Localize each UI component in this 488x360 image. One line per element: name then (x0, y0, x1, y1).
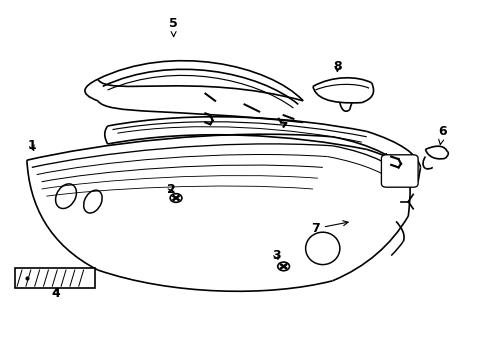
Bar (15, 268, 95, 288)
Text: 7: 7 (310, 221, 347, 235)
FancyBboxPatch shape (381, 155, 417, 187)
Text: 4: 4 (52, 287, 61, 300)
Text: 6: 6 (437, 125, 446, 145)
Text: 2: 2 (166, 183, 175, 195)
Text: 1: 1 (27, 139, 36, 152)
Text: 3: 3 (271, 249, 280, 262)
Text: 5: 5 (169, 17, 178, 37)
Text: 8: 8 (332, 60, 341, 73)
